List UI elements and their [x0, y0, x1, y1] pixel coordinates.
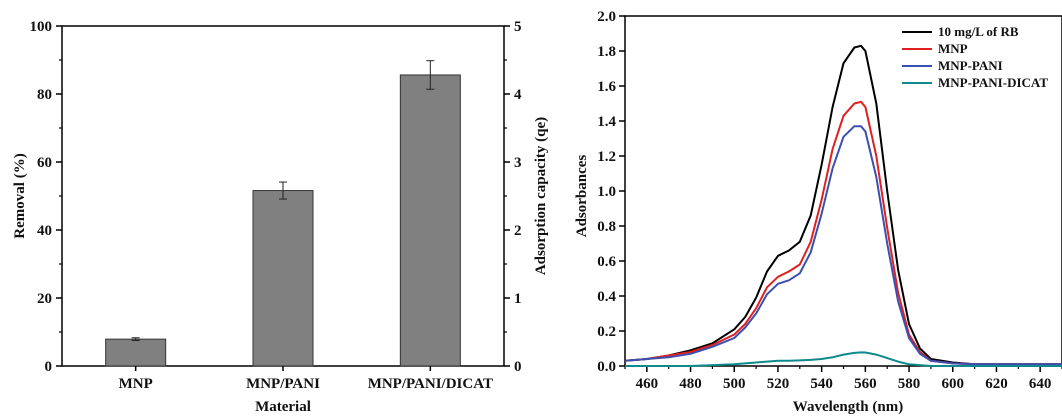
y-tick-label: 20 [37, 291, 52, 307]
bar-series [105, 60, 461, 367]
line-chart: 0.0 0.2 0.4 0.6 0.8 1.0 1.2 1.4 1.6 1.8 2.0 460 480… [574, 9, 1062, 415]
bar-x-axis-label: Material [255, 399, 311, 414]
bar [399, 74, 461, 367]
right-tick-label: 5 [514, 19, 522, 35]
y-tick-label: 0.2 [597, 324, 616, 340]
bar-y-axis-label: Removal (%) [12, 153, 28, 238]
right-tick-label: 3 [514, 155, 522, 171]
legend-label: MNP [938, 41, 968, 56]
y-tick-label: 100 [30, 19, 53, 35]
y-tick-label: 0.8 [597, 219, 616, 235]
line-y-axis-ticks: 0.0 0.2 0.4 0.6 0.8 1.0 1.2 1.4 1.6 1.8 2.0 [597, 9, 625, 375]
x-tick-label: MNP/PANI [246, 376, 320, 392]
legend-label: 10 mg/L of RB [938, 24, 1019, 39]
x-tick-label: 560 [854, 376, 877, 392]
line-x-axis-label: Wavelength (nm) [793, 399, 903, 414]
x-tick-label: 580 [898, 376, 921, 392]
x-tick-label: 600 [942, 376, 965, 392]
line-y-axis-label: Adsorbances [574, 155, 590, 238]
series-line [625, 351, 1062, 367]
series-line [624, 125, 1062, 366]
x-tick-label: 640 [1029, 376, 1052, 392]
legend-label: MNP-PANI [938, 58, 1003, 73]
y-tick-label: 1.6 [597, 79, 616, 95]
y-tick-label: 60 [37, 155, 52, 171]
y-tick-label: 0.0 [597, 359, 616, 375]
x-tick-label: MNP/PANI/DICAT [368, 376, 493, 392]
series-line [624, 100, 1062, 366]
x-tick-label: 480 [679, 376, 702, 392]
y-tick-label: 0 [45, 359, 53, 375]
bar-y-axis-right-label: Adsorption capacity (qe) [533, 117, 549, 275]
y-tick-label: 0.4 [597, 289, 616, 305]
y-tick-label: 40 [37, 223, 52, 239]
y-tick-label: 1.0 [597, 184, 616, 200]
bar [105, 338, 167, 367]
y-tick-label: 80 [37, 87, 52, 103]
bar-left-axis-ticks: 0 20 40 60 80 100 [30, 19, 62, 375]
x-tick-label: MNP [119, 376, 153, 392]
x-tick-label: 540 [810, 376, 833, 392]
legend-label: MNP-PANI-DICAT [938, 75, 1048, 90]
y-tick-label: 0.6 [597, 254, 616, 270]
bar [252, 190, 314, 367]
y-tick-label: 2.0 [597, 9, 616, 25]
bar-chart: 0 20 40 60 80 100 0 1 2 3 4 5 MNP MNP/PANI MNP/PANI/… [12, 19, 549, 415]
bar-x-axis-ticks: MNP MNP/PANI MNP/PANI/DICAT [119, 366, 493, 392]
line-series [624, 44, 1062, 367]
right-tick-label: 0 [514, 359, 522, 375]
x-tick-label: 500 [723, 376, 746, 392]
series-line [624, 44, 1062, 366]
bar-right-axis-ticks: 0 1 2 3 4 5 [504, 19, 522, 375]
right-tick-label: 2 [514, 223, 522, 239]
x-tick-label: 520 [767, 376, 790, 392]
x-tick-label: 460 [636, 376, 659, 392]
y-tick-label: 1.4 [597, 114, 616, 130]
y-tick-label: 1.2 [597, 149, 616, 165]
x-tick-label: 620 [985, 376, 1008, 392]
right-tick-label: 1 [514, 291, 522, 307]
legend: 10 mg/L of RB MNP MNP-PANI MNP-PANI-DICAT [902, 24, 1048, 90]
right-tick-label: 4 [514, 87, 522, 103]
line-x-axis-ticks: 460 480 500 520 540 560 580 600 620 640 [624, 366, 1062, 392]
y-tick-label: 1.8 [597, 44, 616, 60]
